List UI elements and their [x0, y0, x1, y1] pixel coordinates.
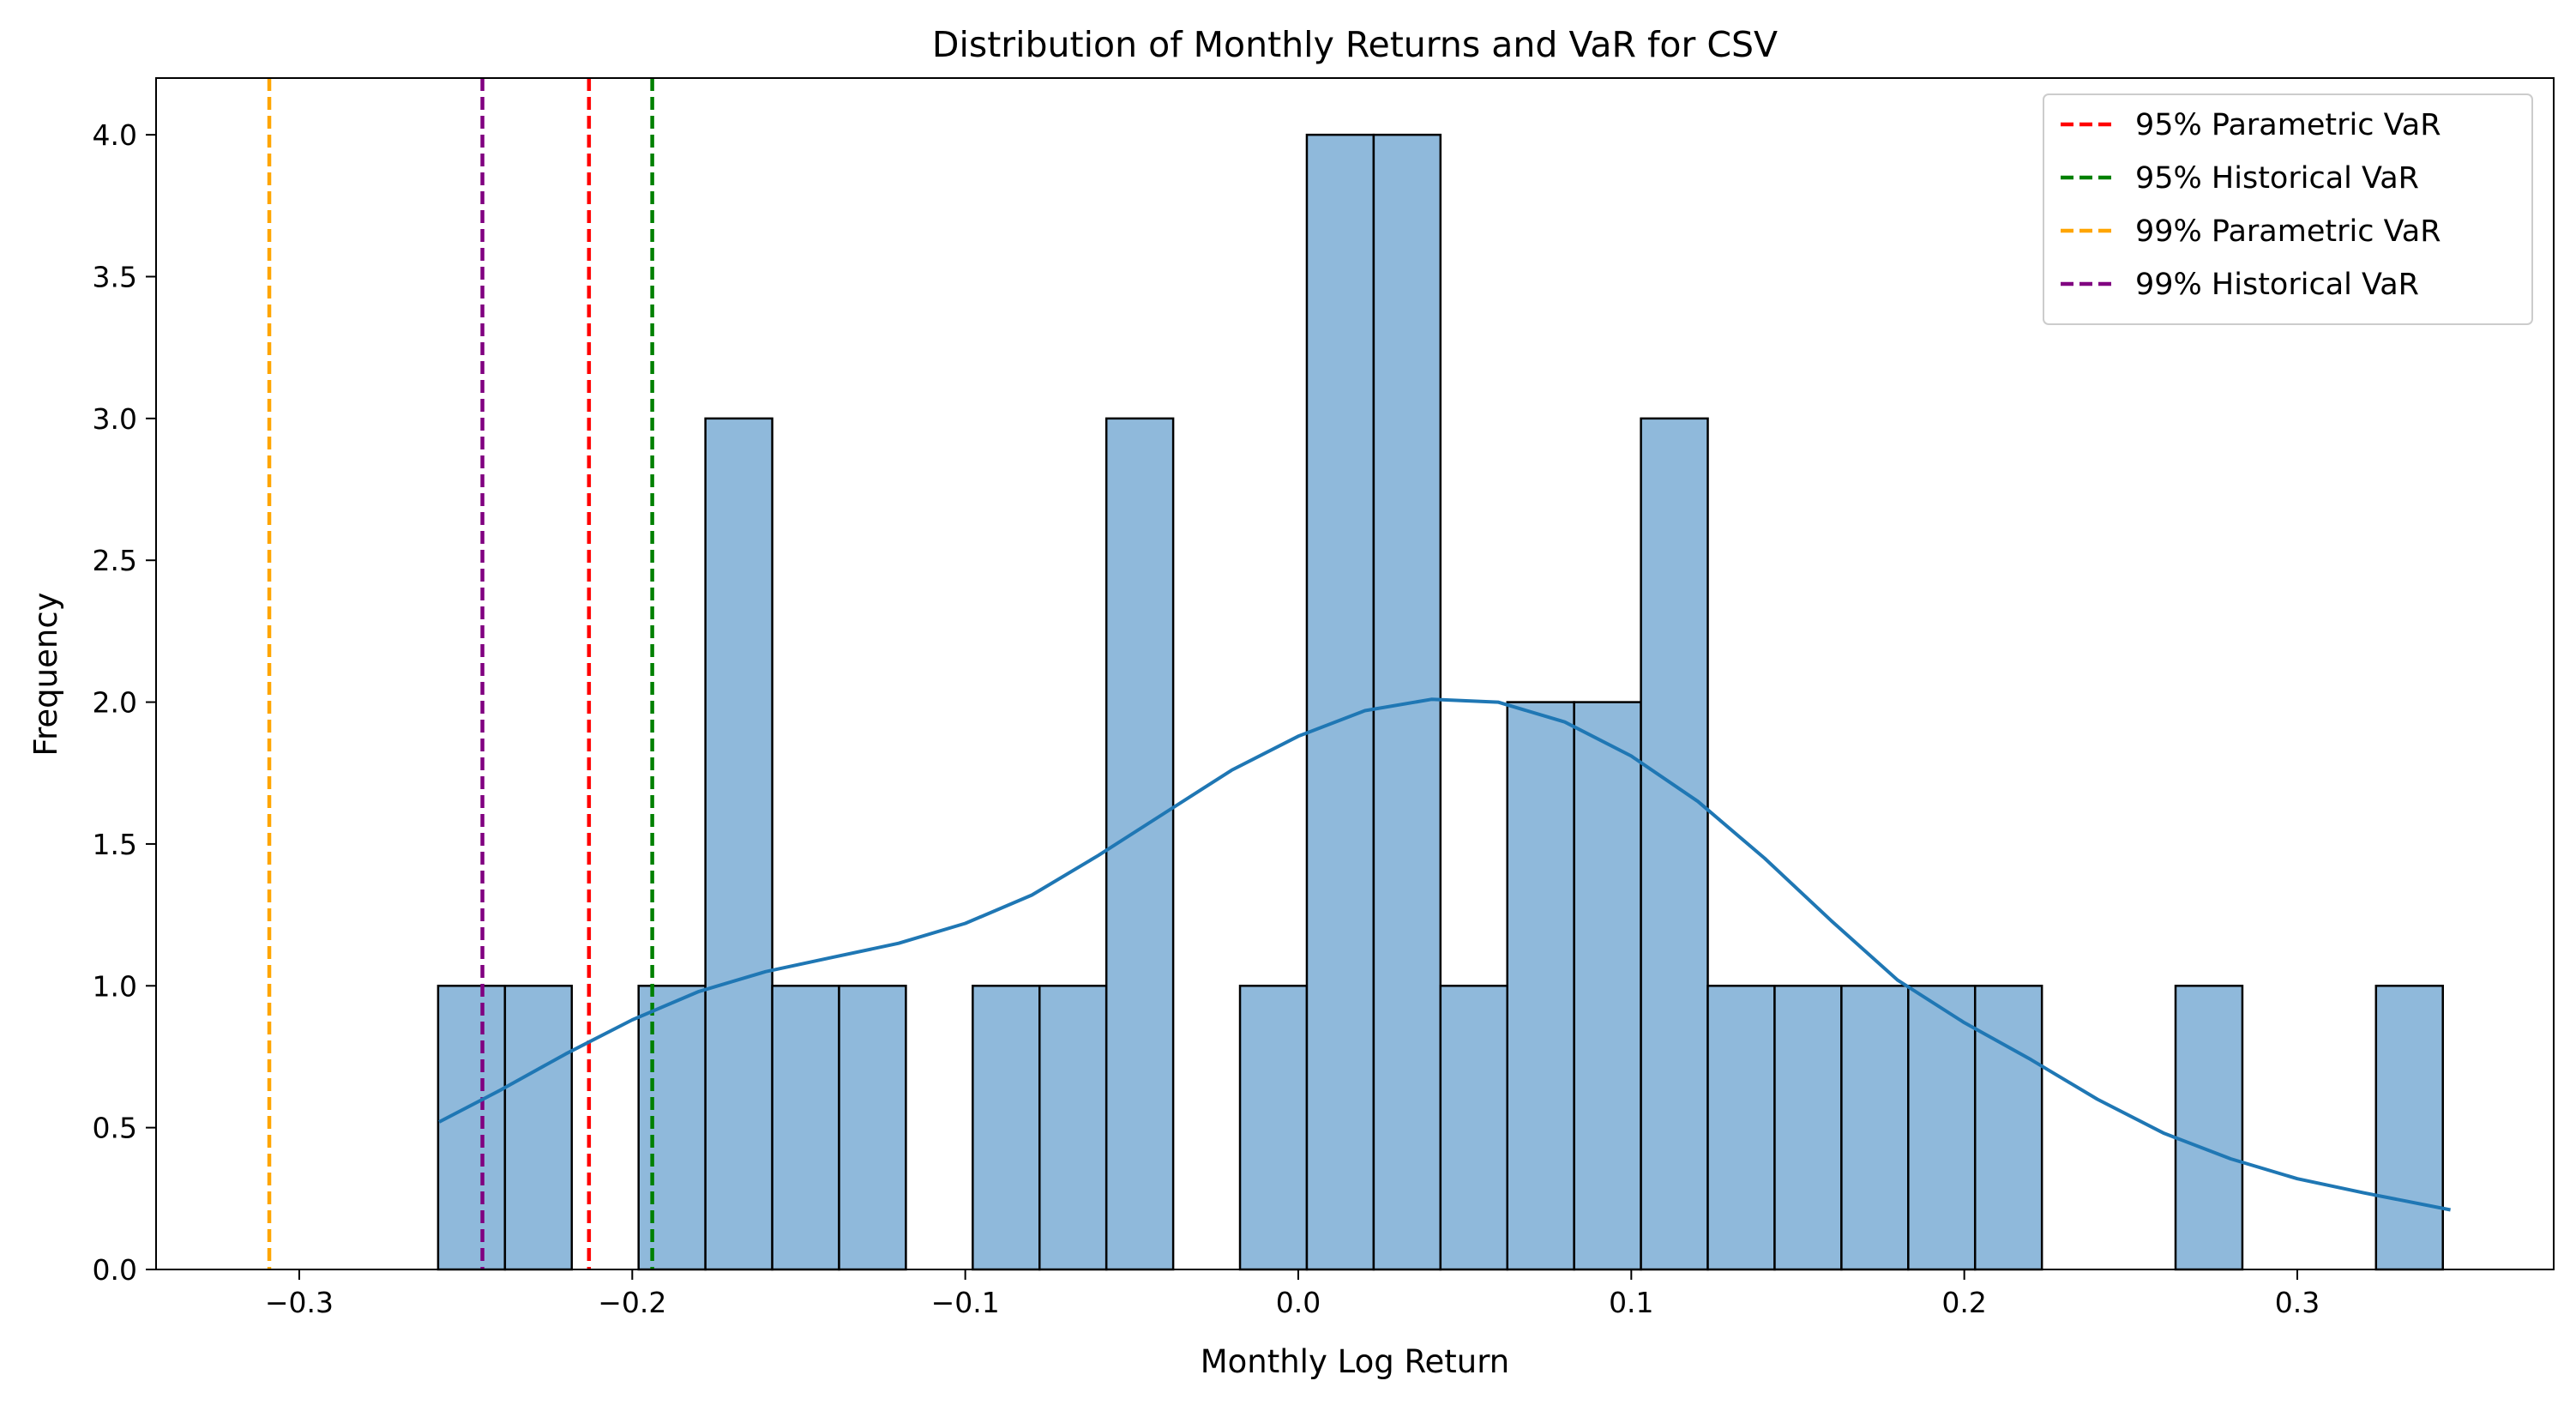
histogram-bar: [1773, 985, 1843, 1271]
histogram-bar: [771, 985, 840, 1271]
x-axis-label: Monthly Log Return: [1201, 1343, 1510, 1380]
x-tick-label: 0.0: [1276, 1286, 1321, 1319]
x-tick-label: 0.1: [1609, 1286, 1653, 1319]
histogram-bar: [2174, 985, 2244, 1271]
histogram-bars: [436, 133, 2444, 1271]
histogram-bar: [1439, 985, 1508, 1271]
histogram-bar: [1573, 701, 1642, 1271]
legend-box: [2043, 93, 2533, 325]
plot-frame: [155, 77, 2555, 1270]
histogram-bar: [1038, 985, 1108, 1271]
histogram-bar: [838, 985, 907, 1271]
legend: 95% Parametric VaR 95% Historical VaR 99% …: [2043, 93, 2533, 325]
y-tick-label: 1.0: [93, 969, 137, 1003]
y-tick-label: 0.5: [93, 1112, 137, 1145]
y-axis-ticks: 0.0 0.5 1.0 1.5 2.0 2.5 3.0 3.5 4.0: [93, 118, 156, 1287]
y-tick-label: 2.0: [93, 686, 137, 720]
y-tick-label: 0.0: [93, 1253, 137, 1287]
y-axis-label: Frequency: [27, 592, 64, 756]
x-tick-label: −0.2: [598, 1286, 666, 1319]
x-tick-label: 0.2: [1941, 1286, 1986, 1319]
legend-label: 95% Parametric VaR: [2135, 108, 2441, 142]
histogram-bar: [1640, 417, 1709, 1271]
legend-label: 99% Historical VaR: [2135, 268, 2419, 302]
y-tick-label: 3.5: [93, 261, 137, 294]
var-lines: [267, 78, 654, 1269]
y-tick-label: 1.5: [93, 828, 137, 861]
histogram-bar: [2374, 985, 2444, 1271]
histogram-bar: [637, 985, 707, 1271]
x-tick-label: −0.3: [265, 1286, 334, 1319]
histogram-bar: [1973, 985, 2043, 1271]
y-tick-label: 4.0: [93, 118, 137, 152]
histogram-bar: [972, 985, 1041, 1271]
legend-label: 95% Historical VaR: [2135, 161, 2419, 196]
histogram-bar: [1506, 701, 1575, 1271]
histogram-bar: [1907, 985, 1977, 1271]
legend-label: 99% Parametric VaR: [2135, 214, 2441, 249]
legend-entries: 95% Parametric VaR 95% Historical VaR 99% …: [2061, 108, 2441, 302]
y-tick-label: 2.5: [93, 544, 137, 577]
histogram-bar: [503, 985, 574, 1271]
histogram-bar: [1305, 133, 1375, 1271]
kde-curve-group: [438, 697, 2451, 1212]
histogram-bar: [436, 985, 507, 1271]
histogram-bar: [1840, 985, 1910, 1271]
kde-curve: [438, 697, 2451, 1212]
x-axis-ticks: −0.3 −0.2 −0.1 0.0 0.1 0.2 0.3: [265, 1269, 2320, 1319]
x-tick-label: −0.1: [931, 1286, 1000, 1319]
histogram-bar: [1238, 985, 1309, 1271]
y-tick-label: 3.0: [93, 402, 137, 436]
chart-title: Distribution of Monthly Returns and VaR …: [932, 24, 1778, 65]
histogram-bar: [1706, 985, 1776, 1271]
x-tick-label: 0.3: [2275, 1286, 2320, 1319]
histogram-bar: [704, 417, 773, 1271]
